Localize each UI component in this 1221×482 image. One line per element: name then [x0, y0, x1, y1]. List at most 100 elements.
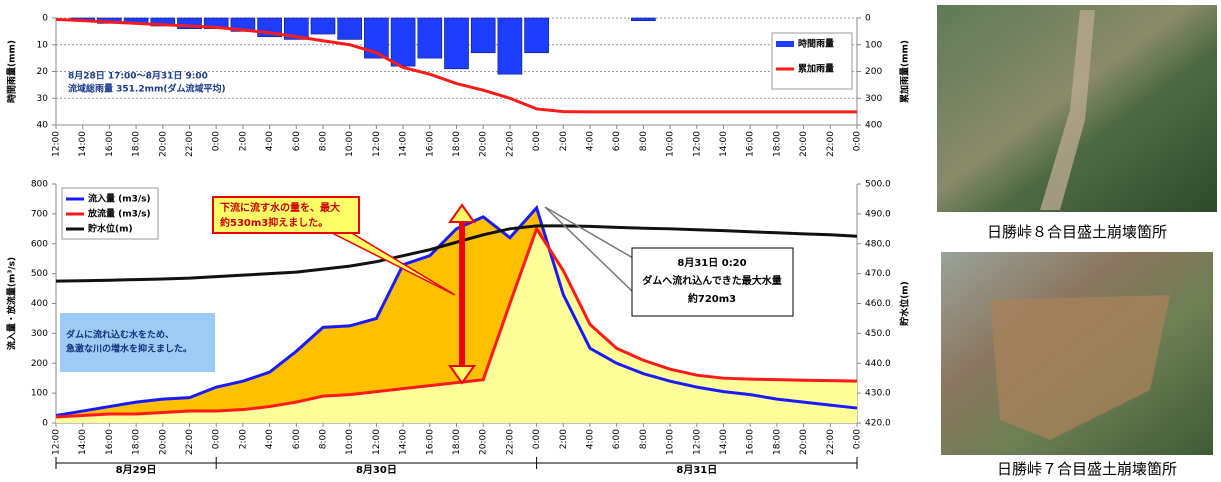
legend-label: 放流量 (m3/s) — [87, 208, 151, 220]
annotation: 8月31日 0:20 — [677, 257, 746, 269]
x-tick-label: 10:00 — [666, 131, 676, 157]
y2-tick-label: 440.0 — [865, 359, 891, 369]
y2-tick-label: 500.0 — [865, 180, 891, 190]
chart: 0102030400100200300400時間雨量(mm)累加雨量(mm)12… — [6, 14, 911, 157]
y2-tick-label: 420.0 — [865, 419, 891, 429]
x-tick-label: 12:00 — [372, 429, 382, 455]
annotation: 急激な川の増水を抑えました。 — [66, 343, 192, 355]
x-tick-label: 8:00 — [639, 429, 649, 449]
x-tick-label: 16:00 — [746, 131, 756, 157]
chart: 0100200300400500600700800420.0430.0440.0… — [6, 180, 911, 477]
x-tick-label: 8:00 — [319, 131, 329, 151]
bar — [498, 18, 522, 74]
x-tick-label: 20:00 — [158, 131, 168, 157]
bar — [418, 18, 442, 58]
x-tick-label: 2:00 — [559, 429, 569, 449]
y-tick-label: 40 — [37, 121, 49, 131]
y-tick-label: 0 — [42, 419, 48, 429]
y-tick-label: 30 — [37, 94, 49, 104]
y-tick-label: 800 — [31, 180, 48, 190]
x-tick-label: 4:00 — [586, 131, 596, 151]
x-tick-label: 2:00 — [238, 131, 248, 151]
x-tick-label: 10:00 — [345, 429, 355, 455]
bar — [311, 18, 335, 34]
x-tick-label: 0:00 — [532, 429, 542, 449]
note-box — [60, 313, 215, 372]
annotation: 約530m3抑えました。 — [220, 216, 328, 229]
y2-tick-label: 400 — [865, 121, 882, 131]
y-tick-label: 700 — [31, 209, 48, 219]
legend-label: 流入量 (m3/s) — [88, 193, 151, 205]
x-tick-label: 12:00 — [372, 131, 382, 157]
date-label: 8月30日 — [356, 464, 397, 476]
x-tick-label: 6:00 — [612, 429, 622, 449]
x-tick-label: 14:00 — [78, 131, 88, 157]
x-tick-label: 12:00 — [52, 429, 62, 455]
y2-tick-label: 480.0 — [865, 239, 891, 249]
photo-caption: 日勝峠８合目盛土崩壊箇所 — [987, 223, 1167, 241]
annotation: ダムへ流れ込んできた最大水量 — [642, 274, 782, 287]
bar — [631, 18, 655, 21]
x-tick-label: 4:00 — [265, 429, 275, 449]
y2-tick-label: 0 — [865, 14, 871, 24]
y-tick-label: 600 — [31, 239, 48, 249]
legend-swatch — [776, 41, 794, 47]
x-tick-label: 18:00 — [132, 131, 142, 157]
x-tick-label: 20:00 — [799, 131, 809, 157]
x-tick-label: 8:00 — [639, 131, 649, 151]
x-tick-label: 14:00 — [399, 429, 409, 455]
x-tick-label: 4:00 — [265, 131, 275, 151]
x-tick-label: 0:00 — [853, 429, 863, 449]
x-tick-label: 22:00 — [505, 429, 515, 455]
y-tick-label: 20 — [37, 67, 49, 77]
x-tick-label: 22:00 — [185, 429, 195, 455]
y-tick-label: 10 — [37, 40, 49, 50]
x-tick-label: 12:00 — [52, 131, 62, 157]
x-tick-label: 16:00 — [746, 429, 756, 455]
x-tick-label: 14:00 — [399, 131, 409, 157]
x-tick-label: 22:00 — [185, 131, 195, 157]
x-tick-label: 2:00 — [559, 131, 569, 151]
date-label: 8月31日 — [676, 464, 717, 476]
legend-label: 時間雨量 — [798, 38, 834, 50]
x-tick-label: 18:00 — [452, 131, 462, 157]
x-tick-label: 18:00 — [772, 429, 782, 455]
x-tick-label: 16:00 — [425, 131, 435, 157]
y-axis-title: 時間雨量(mm) — [6, 40, 18, 103]
y2-axis-title: 貯水位(m) — [899, 281, 911, 326]
x-tick-label: 0:00 — [532, 131, 542, 151]
x-tick-label: 22:00 — [505, 131, 515, 157]
x-tick-label: 16:00 — [105, 429, 115, 455]
x-tick-label: 22:00 — [826, 429, 836, 455]
annotation: 約720m3 — [688, 292, 736, 305]
y-tick-label: 400 — [31, 299, 48, 309]
y2-tick-label: 470.0 — [865, 269, 891, 279]
annotation: 下流に流す水の量を、最大 — [220, 201, 340, 214]
x-tick-label: 18:00 — [132, 429, 142, 455]
y2-tick-label: 430.0 — [865, 389, 891, 399]
x-tick-label: 10:00 — [666, 429, 676, 455]
x-tick-label: 10:00 — [345, 131, 355, 157]
y2-tick-label: 450.0 — [865, 329, 891, 339]
x-tick-label: 22:00 — [826, 131, 836, 157]
y2-tick-label: 460.0 — [865, 299, 891, 309]
y2-axis-title: 累加雨量(mm) — [899, 40, 911, 103]
x-tick-label: 20:00 — [479, 429, 489, 455]
x-tick-label: 6:00 — [292, 429, 302, 449]
x-tick-label: 20:00 — [799, 429, 809, 455]
x-tick-label: 4:00 — [586, 429, 596, 449]
y2-tick-label: 490.0 — [865, 209, 891, 219]
bar — [444, 18, 468, 69]
x-tick-label: 0:00 — [853, 131, 863, 151]
x-tick-label: 6:00 — [612, 131, 622, 151]
x-tick-label: 14:00 — [78, 429, 88, 455]
annotation: 8月28日 17:00～8月31日 9:00 — [68, 71, 208, 82]
annotation: ダムに流れ込む水をため、 — [66, 329, 174, 341]
y2-tick-label: 300 — [865, 94, 882, 104]
annotation: 流域総雨量 351.2mm(ダム流域平均) — [68, 83, 226, 95]
bar — [391, 18, 415, 66]
y-tick-label: 100 — [31, 389, 48, 399]
x-tick-label: 0:00 — [212, 131, 222, 151]
y-tick-label: 0 — [42, 14, 48, 24]
x-tick-label: 12:00 — [692, 131, 702, 157]
